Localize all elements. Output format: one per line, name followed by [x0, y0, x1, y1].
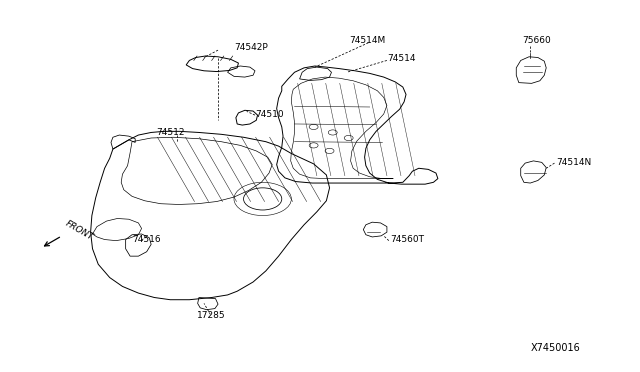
Text: 74542P: 74542P [234, 43, 268, 52]
Text: 74514M: 74514M [349, 36, 386, 45]
Text: 74510: 74510 [255, 109, 284, 119]
Text: 74516: 74516 [132, 235, 161, 244]
Text: 74514N: 74514N [556, 157, 591, 167]
Text: 17285: 17285 [197, 311, 226, 320]
Text: 75660: 75660 [522, 36, 551, 45]
Text: 74512: 74512 [156, 128, 184, 137]
Text: X7450016: X7450016 [531, 343, 580, 353]
Text: 74514: 74514 [387, 54, 415, 63]
Text: 74560T: 74560T [390, 235, 424, 244]
Text: FRONT: FRONT [64, 219, 95, 242]
